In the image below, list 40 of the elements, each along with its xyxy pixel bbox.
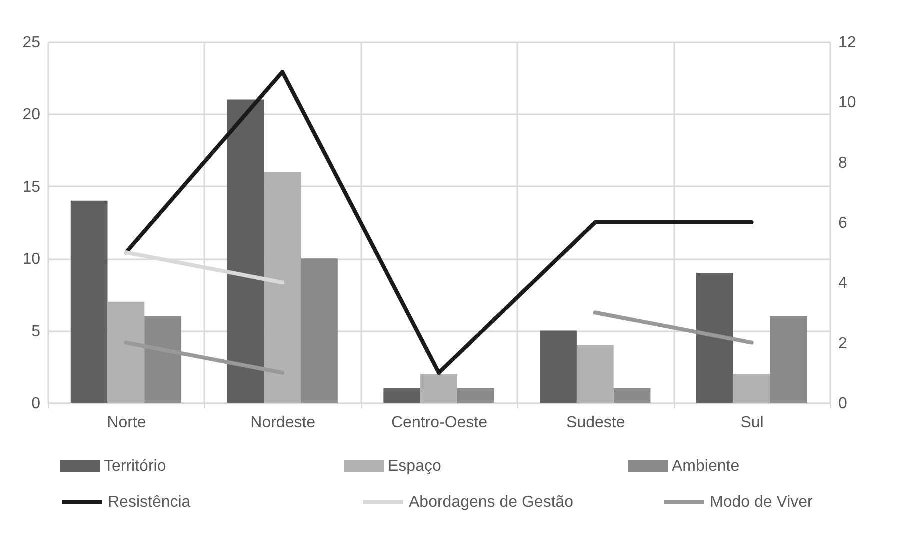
bar	[420, 374, 458, 403]
bar	[576, 345, 614, 403]
legend-label: Modo de Viver	[710, 494, 814, 511]
y-tick-label: 20	[22, 106, 41, 124]
x-tick-label: Nordeste	[250, 414, 316, 432]
legend-label: Ambiente	[672, 458, 740, 475]
line-series	[124, 70, 754, 375]
y-tick-label: 15	[22, 178, 41, 196]
y2-tick-label: 6	[838, 215, 848, 232]
y-tick-label: 5	[32, 323, 41, 340]
bar	[144, 316, 182, 403]
bar	[457, 388, 494, 403]
legend-label: Território	[104, 458, 166, 475]
y2-tick-label: 12	[838, 34, 856, 52]
y-tick-label: 25	[22, 34, 41, 52]
y2-tick-label: 10	[838, 94, 856, 112]
y2-tick-label: 4	[838, 275, 848, 292]
bar	[733, 374, 770, 403]
x-tick-label: Centro-Oeste	[391, 414, 488, 432]
y2-tick-label: 0	[838, 396, 848, 412]
bar	[301, 258, 338, 403]
y2-tick-label: 8	[838, 154, 848, 172]
bar	[614, 388, 651, 403]
x-tick-label: Sul	[740, 414, 764, 432]
y-tick-label: 0	[32, 396, 41, 412]
x-tick-label: Norte	[107, 414, 146, 432]
legend-label: Resistência	[108, 494, 191, 511]
bar	[108, 302, 145, 403]
bar	[264, 172, 302, 403]
y2-tick-label: 2	[838, 335, 848, 352]
bar	[227, 100, 264, 403]
bar	[70, 200, 108, 403]
x-tick-label: Sudeste	[566, 414, 626, 432]
bar	[696, 273, 734, 403]
legend-label: Abordagens de Gestão	[409, 494, 574, 511]
bar	[384, 388, 421, 403]
bar	[770, 316, 808, 403]
bar	[540, 330, 577, 403]
legend-label: Espaço	[388, 458, 442, 475]
y-tick-label: 10	[22, 251, 41, 268]
